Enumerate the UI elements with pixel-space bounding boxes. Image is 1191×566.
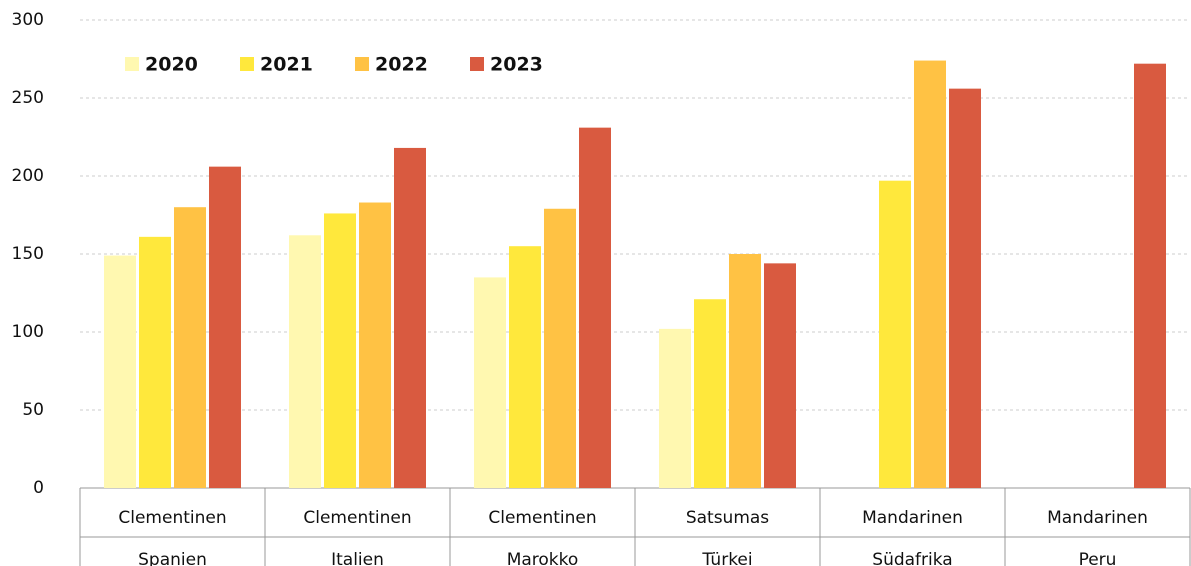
x-tick-label: Clementinen: [488, 508, 596, 528]
y-tick-label: 300: [12, 10, 44, 30]
y-tick-label: 200: [12, 166, 44, 186]
bar: [914, 60, 946, 489]
bar: [949, 88, 981, 488]
y-tick-label: 50: [22, 400, 44, 420]
bar: [764, 263, 796, 488]
legend-swatch: [355, 57, 369, 71]
bar: [474, 277, 506, 488]
x-tick-label: Mandarinen: [1047, 508, 1148, 528]
legend-swatch: [125, 57, 139, 71]
legend-label: 2022: [375, 54, 428, 76]
bar: [289, 235, 321, 488]
y-tick-label: 0: [33, 478, 44, 498]
legend-label: 2023: [490, 54, 543, 76]
x-tick-label: Türkei: [701, 550, 752, 566]
x-tick-label: Peru: [1079, 550, 1117, 566]
bar: [174, 207, 206, 488]
y-tick-label: 150: [12, 244, 44, 264]
legend-swatch: [470, 57, 484, 71]
bar: [879, 180, 911, 488]
x-tick-label: Italien: [331, 550, 384, 566]
x-tick-label: Clementinen: [303, 508, 411, 528]
legend-label: 2020: [145, 54, 198, 76]
y-tick-label: 100: [12, 322, 44, 342]
bar: [104, 255, 136, 488]
legend-swatch: [240, 57, 254, 71]
y-tick-label: 250: [12, 88, 44, 108]
legend-label: 2021: [260, 54, 313, 76]
bar: [324, 213, 356, 488]
bar: [694, 299, 726, 488]
x-tick-label: Satsumas: [686, 508, 769, 528]
x-tick-label: Südafrika: [872, 550, 952, 566]
bar: [1134, 63, 1166, 489]
bar: [209, 166, 241, 488]
bar: [509, 246, 541, 488]
x-tick-label: Clementinen: [118, 508, 226, 528]
bar: [544, 208, 576, 488]
x-tick-label: Mandarinen: [862, 508, 963, 528]
bar: [579, 127, 611, 488]
bar: [359, 202, 391, 488]
x-tick-label: Marokko: [507, 550, 579, 566]
bar: [659, 328, 691, 488]
bar: [729, 254, 761, 488]
x-tick-label: Spanien: [138, 550, 207, 566]
bar: [139, 236, 171, 488]
bar: [394, 147, 426, 489]
